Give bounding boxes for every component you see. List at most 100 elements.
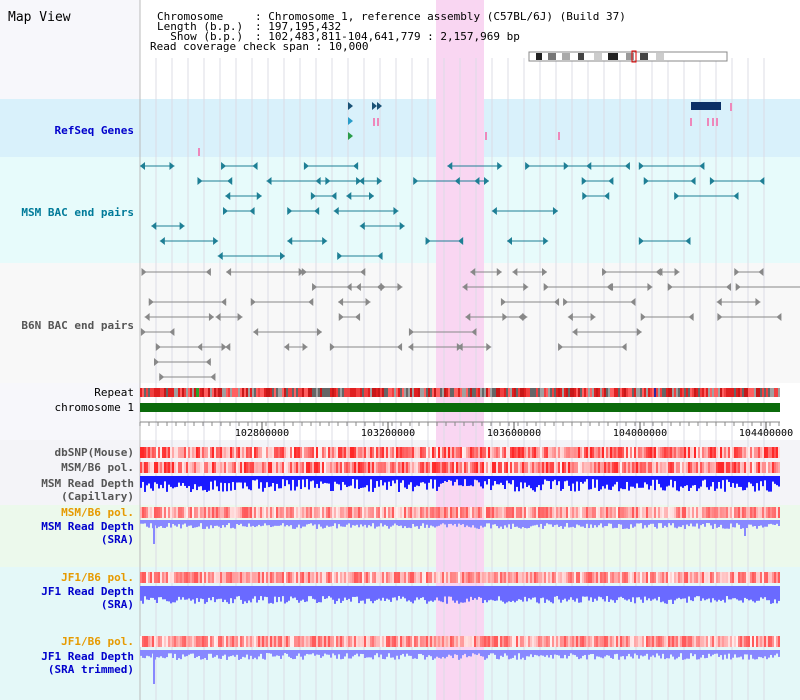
jf1-sra-depth-bar [374, 586, 376, 601]
msm-sra-depth-bar [464, 520, 466, 528]
msm-b6-pol2-heat-cell [392, 507, 394, 518]
jf1-sra-depth-bar [274, 586, 276, 597]
jf1-b6-pol-heat-cell [402, 572, 404, 583]
track-label-msm-b6-pol-1[interactable]: MSM/B6 pol. [61, 461, 134, 474]
msm-capillary-depth-bar [534, 476, 536, 492]
msm-capillary-depth-bar [658, 476, 660, 484]
jf1-b6-pol-heat-cell [526, 572, 528, 583]
jf1-b6-pol-heat-cell [698, 572, 700, 583]
jf1-b6-pol-heat-cell [362, 572, 364, 583]
track-label-msm-depth-sra[interactable]: MSM Read Depth [41, 520, 134, 533]
track-label-repeat[interactable]: Repeat [94, 386, 134, 399]
jf1-b6-pol-heat-cell [246, 572, 248, 583]
repeat-block [558, 388, 560, 397]
dbsnp-heat-cell [274, 447, 276, 458]
msm-capillary-depth-bar [334, 476, 336, 482]
msm-sra-depth-bar [190, 520, 192, 526]
jf1-b6-pol-heat-cell [496, 572, 498, 583]
track-label-dbsnp[interactable]: dbSNP(Mouse) [54, 446, 134, 459]
repeat-block [268, 388, 270, 397]
repeat-block [518, 388, 520, 397]
jf1-b6-pol-heat-cell [598, 572, 600, 583]
track-label-msm-b6-pol-2[interactable]: MSM/B6 pol. [61, 506, 134, 519]
jf1-b6-pol2-heat-cell [432, 636, 434, 647]
msm-sra-depth-bar [212, 520, 214, 529]
jf1-trimmed-depth-bar [280, 650, 282, 659]
track-label-jf1-b6-pol-2[interactable]: JF1/B6 pol. [61, 635, 134, 648]
track-label-chromosome[interactable]: chromosome 1 [54, 401, 134, 414]
jf1-sra-depth-bar [688, 586, 690, 597]
msm-sra-depth-bar [460, 520, 462, 525]
msm-b6-pol2-heat-cell [170, 507, 172, 518]
repeat-block [260, 388, 262, 397]
jf1-b6-pol2-heat-cell [354, 636, 356, 647]
track-label-jf1-depth-trimmed[interactable]: JF1 Read Depth [41, 650, 134, 663]
msm-b6-pol2-heat-cell [152, 507, 154, 518]
msm-b6-pol-heat-cell [318, 462, 320, 473]
msm-b6-pol-heat-cell [162, 462, 164, 473]
b6n-bac-pair-end [496, 268, 502, 276]
msm-capillary-depth-bar [768, 476, 770, 492]
msm-capillary-depth-bar [150, 476, 152, 489]
msm-b6-pol2-heat-cell [320, 507, 322, 518]
jf1-b6-pol-heat-cell [714, 572, 716, 583]
jf1-trimmed-depth-bar [440, 650, 442, 659]
msm-sra-depth-bar [156, 520, 158, 529]
dbsnp-heat-cell [240, 447, 242, 458]
repeat-block [322, 388, 324, 397]
msm-b6-pol-heat-cell [690, 462, 692, 473]
msm-capillary-depth-bar [748, 476, 750, 483]
jf1-b6-pol2-heat-cell [270, 636, 272, 647]
msm-b6-pol2-heat-cell [236, 507, 238, 518]
jf1-b6-pol2-heat-cell [454, 636, 456, 647]
jf1-trimmed-depth-bar [746, 650, 748, 655]
repeat-block [560, 388, 562, 397]
msm-b6-pol2-heat-cell [406, 507, 408, 518]
track-label-jf1-b6-pol-1[interactable]: JF1/B6 pol. [61, 571, 134, 584]
jf1-b6-pol2-heat-cell [258, 636, 260, 647]
track-label-refseq[interactable]: RefSeq Genes [54, 124, 134, 137]
track-label-b6n-bac[interactable]: B6N BAC end pairs [21, 319, 134, 332]
jf1-sra-depth-bar [676, 586, 678, 599]
msm-b6-pol2-heat-cell [420, 507, 422, 518]
jf1-b6-pol2-heat-cell [464, 636, 466, 647]
msm-sra-depth-bar [628, 520, 630, 529]
jf1-sra-depth-bar [180, 586, 182, 600]
jf1-sra-depth-bar [672, 586, 674, 604]
dbsnp-heat-cell [408, 447, 410, 458]
msm-sra-depth-bar [204, 520, 206, 529]
msm-capillary-depth-bar [732, 476, 734, 484]
jf1-sra-depth-bar [316, 586, 318, 603]
repeat-block [406, 388, 408, 397]
msm-capillary-depth-bar [182, 476, 184, 484]
msm-b6-pol-heat-cell [354, 462, 356, 473]
jf1-b6-pol-heat-cell [306, 572, 308, 583]
jf1-sra-depth-bar [420, 586, 422, 598]
msm-b6-pol2-heat-cell [524, 507, 526, 518]
track-label-msm-depth-capillary[interactable]: MSM Read Depth [41, 477, 134, 490]
msm-b6-pol-heat-cell [584, 462, 586, 473]
repeat-block [228, 388, 230, 397]
jf1-b6-pol-heat-cell [730, 572, 732, 583]
msm-capillary-depth-bar [386, 476, 388, 490]
repeat-block [658, 388, 660, 397]
msm-b6-pol2-heat-cell [436, 507, 438, 518]
jf1-trimmed-depth-bar [528, 650, 530, 657]
jf1-b6-pol-heat-cell [670, 572, 672, 583]
jf1-sra-depth-bar [338, 586, 340, 599]
jf1-trimmed-depth-bar [556, 650, 558, 655]
jf1-b6-pol-heat-cell [216, 572, 218, 583]
jf1-trimmed-depth-bar [608, 650, 610, 656]
jf1-sra-depth-bar [486, 586, 488, 603]
track-label-jf1-depth-sra[interactable]: JF1 Read Depth [41, 585, 134, 598]
msm-b6-pol-heat-cell [148, 462, 150, 473]
msm-capillary-depth-bar [670, 476, 672, 480]
jf1-b6-pol-heat-cell [154, 572, 156, 583]
msm-b6-pol-heat-cell [744, 462, 746, 473]
jf1-trimmed-depth-bar [292, 650, 294, 660]
repeat-block [610, 388, 612, 397]
jf1-sra-depth-bar [330, 586, 332, 598]
track-label-msm-bac[interactable]: MSM BAC end pairs [21, 206, 134, 219]
msm-b6-pol-heat-cell [240, 462, 242, 473]
